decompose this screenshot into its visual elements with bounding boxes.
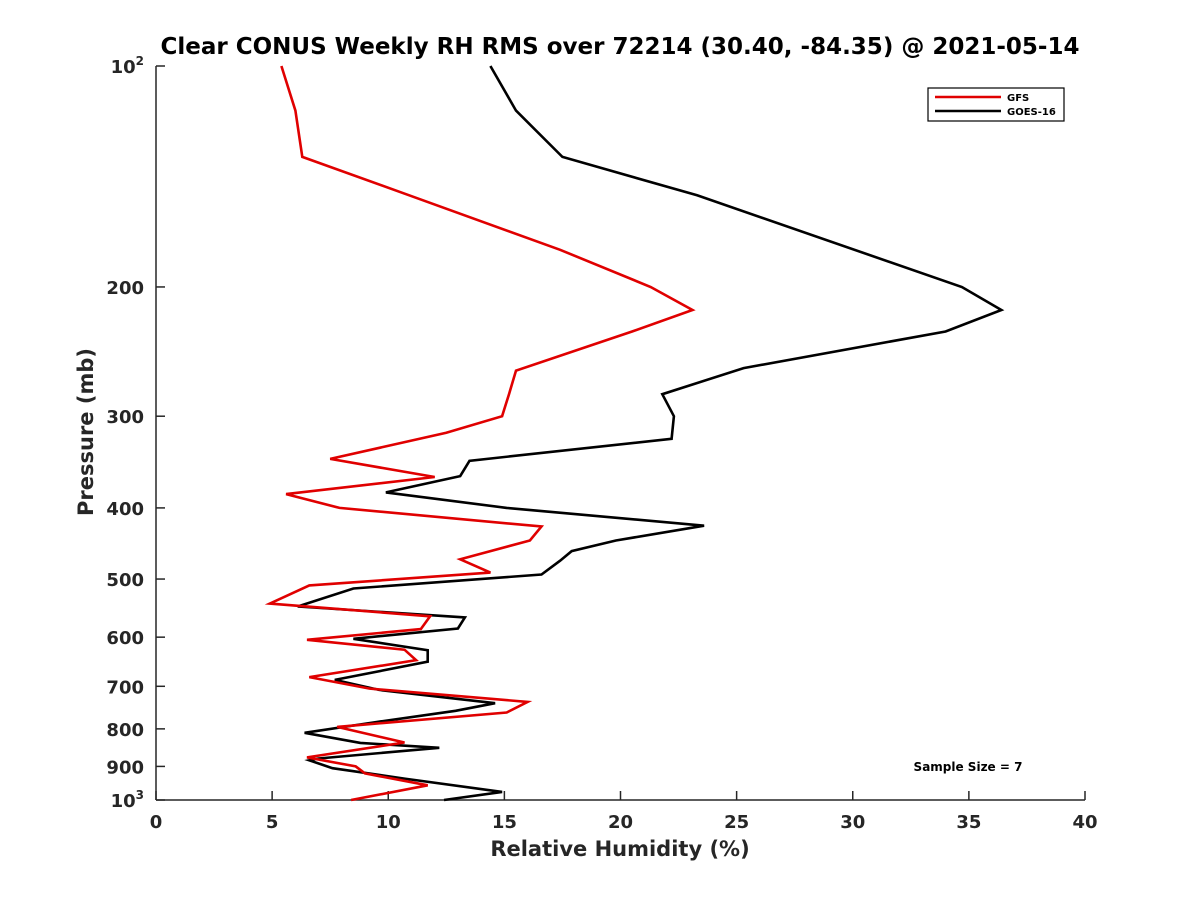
x-axis-label: Relative Humidity (%) (490, 837, 749, 861)
legend: GFS GOES-16 (927, 87, 1065, 122)
x-tick-label: 10 (376, 812, 401, 833)
y-tick-label: 900 (106, 757, 144, 778)
series-lines (264, 65, 1005, 802)
legend-box (927, 87, 1065, 122)
x-tick-label: 30 (840, 812, 865, 833)
tick-labels: 0 5 10 15 20 25 30 35 40 102 200 300 400 500 600 700 800… (106, 54, 1097, 833)
series-line-gfs (264, 65, 696, 802)
y-tick-label: 600 (106, 628, 144, 649)
x-tick-label: 25 (724, 812, 749, 833)
axes (155, 65, 1086, 801)
chart-title: Clear CONUS Weekly RH RMS over 72214 (30… (161, 34, 1080, 60)
x-tick-label: 20 (608, 812, 633, 833)
legend-label-gfs: GFS (1007, 93, 1029, 104)
y-tick-label: 400 (106, 499, 144, 520)
y-tick-label: 700 (106, 677, 144, 698)
x-tick-label: 40 (1072, 812, 1097, 833)
y-axis-label: Pressure (mb) (74, 348, 98, 516)
y-tick-label: 300 (106, 407, 144, 428)
legend-label-goes-16: GOES-16 (1007, 107, 1056, 118)
y-tick-label: 103 (111, 788, 144, 812)
x-tick-label: 35 (956, 812, 981, 833)
x-tick-label: 0 (150, 812, 163, 833)
y-tick-label: 102 (111, 54, 144, 78)
y-tick-label: 800 (106, 720, 144, 741)
x-tick-label: 15 (492, 812, 517, 833)
sample-size-annotation: Sample Size = 7 (914, 760, 1023, 774)
y-tick-label: 200 (106, 278, 144, 299)
series-line-goes-16 (297, 65, 1005, 802)
x-tick-label: 5 (266, 812, 279, 833)
y-tick-label: 500 (106, 570, 144, 591)
